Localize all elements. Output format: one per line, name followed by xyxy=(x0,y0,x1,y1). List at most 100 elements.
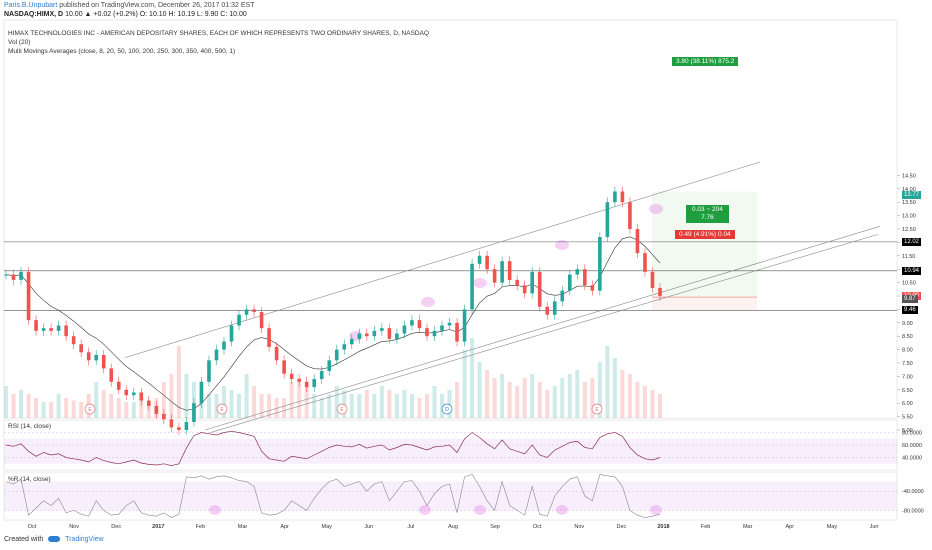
candle-body xyxy=(470,263,474,310)
candle-body xyxy=(267,328,271,347)
earnings-marker-label: E xyxy=(220,407,224,413)
candle-body xyxy=(440,325,444,331)
volume-bar xyxy=(319,398,324,418)
volume-bar xyxy=(620,370,625,418)
candle-body xyxy=(357,333,362,339)
candle-body xyxy=(26,271,31,321)
volume-bar xyxy=(101,390,106,418)
x-tick-label: Nov xyxy=(574,524,584,530)
rsi-tick-label: 40.0000 xyxy=(902,456,922,462)
volume-bar xyxy=(327,394,332,418)
candle-body xyxy=(447,322,452,326)
volume-bar xyxy=(49,402,54,418)
earnings-marker-icon xyxy=(216,403,228,415)
candle-body xyxy=(162,413,166,420)
x-tick-label: 2018 xyxy=(657,524,669,530)
candle-body xyxy=(462,309,467,342)
author-link[interactable]: Paris.B.Unpubart xyxy=(4,2,58,9)
volume-bar xyxy=(206,394,211,418)
wr-legend[interactable]: %R (14, close) xyxy=(8,476,51,483)
y-tick-label: 10.50 xyxy=(902,281,916,287)
earnings-marker-label: E xyxy=(340,407,344,413)
candle-body xyxy=(380,328,384,331)
volume-bar xyxy=(409,394,414,418)
candle-body xyxy=(650,271,655,288)
price-tag: 12.02 xyxy=(902,237,922,246)
volume-bar xyxy=(470,338,475,418)
mid-channel-line xyxy=(204,226,881,431)
x-tick-label: 2017 xyxy=(152,524,164,530)
x-tick-label: Feb xyxy=(196,524,205,530)
candle-body xyxy=(537,271,542,307)
volume-legend[interactable]: Vol (20) xyxy=(8,39,31,46)
rsi-legend[interactable]: RSI (14, close) xyxy=(8,423,51,430)
candle-body xyxy=(605,202,610,238)
ohlc-readout: 10.00 ▲ +0.02 (+0.2%) O: 10.10 H: 10.19 … xyxy=(65,11,247,18)
price-tag: 10.94 xyxy=(902,266,922,275)
mid-measure-line-1: 0.03 ~ 204 xyxy=(692,206,723,213)
rsi-band xyxy=(4,438,897,464)
candle-body xyxy=(184,421,189,430)
candle-body xyxy=(590,285,595,291)
candle-body xyxy=(372,330,377,337)
volume-bar xyxy=(477,362,482,418)
volume-bar xyxy=(440,394,444,418)
candle-body xyxy=(410,320,414,326)
candle-body xyxy=(613,191,617,203)
earnings-marker-icon xyxy=(441,403,453,415)
volume-bar xyxy=(56,394,61,418)
candle-body xyxy=(598,237,602,291)
earnings-marker-icon xyxy=(84,403,96,415)
volume-bar xyxy=(349,394,354,418)
volume-bar xyxy=(432,386,437,418)
volume-bar xyxy=(64,398,69,418)
y-tick-label: 13.00 xyxy=(902,214,916,220)
lower-measure-label: 0.49 (4.91%) 0.04 xyxy=(675,230,735,239)
symbol-label[interactable]: NASDAQ:HIMX, D xyxy=(4,11,64,18)
candle-body xyxy=(49,328,53,331)
volume-bar xyxy=(462,350,467,418)
y-tick-label: 14.00 xyxy=(902,187,916,193)
candle-body xyxy=(522,285,527,294)
volume-bars xyxy=(4,338,662,418)
volume-bar xyxy=(176,346,181,418)
candle-body xyxy=(507,261,512,280)
ma-legend[interactable]: Multi Movings Averages (close, 8, 20, 50… xyxy=(8,48,236,55)
touch-highlight xyxy=(421,297,435,307)
volume-bar xyxy=(424,394,429,418)
volume-bar xyxy=(222,386,226,418)
candle-body xyxy=(207,360,211,382)
candle-body xyxy=(274,346,279,361)
candle-body xyxy=(259,312,264,329)
candle-body xyxy=(567,274,572,291)
footer-brand[interactable]: TradingView xyxy=(65,536,104,543)
candle-body xyxy=(11,274,16,280)
candle-body xyxy=(297,379,301,382)
volume-bar xyxy=(515,386,520,418)
trend-lines xyxy=(4,161,897,433)
rsi-tick-label: 80.0000 xyxy=(902,431,922,437)
x-tick-label: Dec xyxy=(111,524,121,530)
candle-body xyxy=(643,253,647,272)
volume-bar xyxy=(567,374,572,418)
x-tick-label: Nov xyxy=(69,524,79,530)
volume-bar xyxy=(297,378,302,418)
grid xyxy=(3,19,898,521)
x-tick-label: Aug xyxy=(448,524,458,530)
candle-body xyxy=(349,338,354,345)
published-text: published on TradingView.com, December 2… xyxy=(59,2,255,9)
volume-bar xyxy=(79,402,84,418)
volume-bar xyxy=(237,394,242,418)
candle-body xyxy=(154,405,159,414)
candle-body xyxy=(79,344,83,353)
volume-bar xyxy=(357,394,362,418)
volume-bar xyxy=(4,386,8,418)
rsi-tick-label: 60.0000 xyxy=(902,443,922,449)
volume-bar xyxy=(94,382,99,418)
x-tick-label: May xyxy=(322,524,333,530)
candle-body xyxy=(425,328,429,337)
touch-highlight xyxy=(555,240,569,250)
x-tick-label: Sep xyxy=(490,524,500,530)
candle-body xyxy=(94,354,99,361)
